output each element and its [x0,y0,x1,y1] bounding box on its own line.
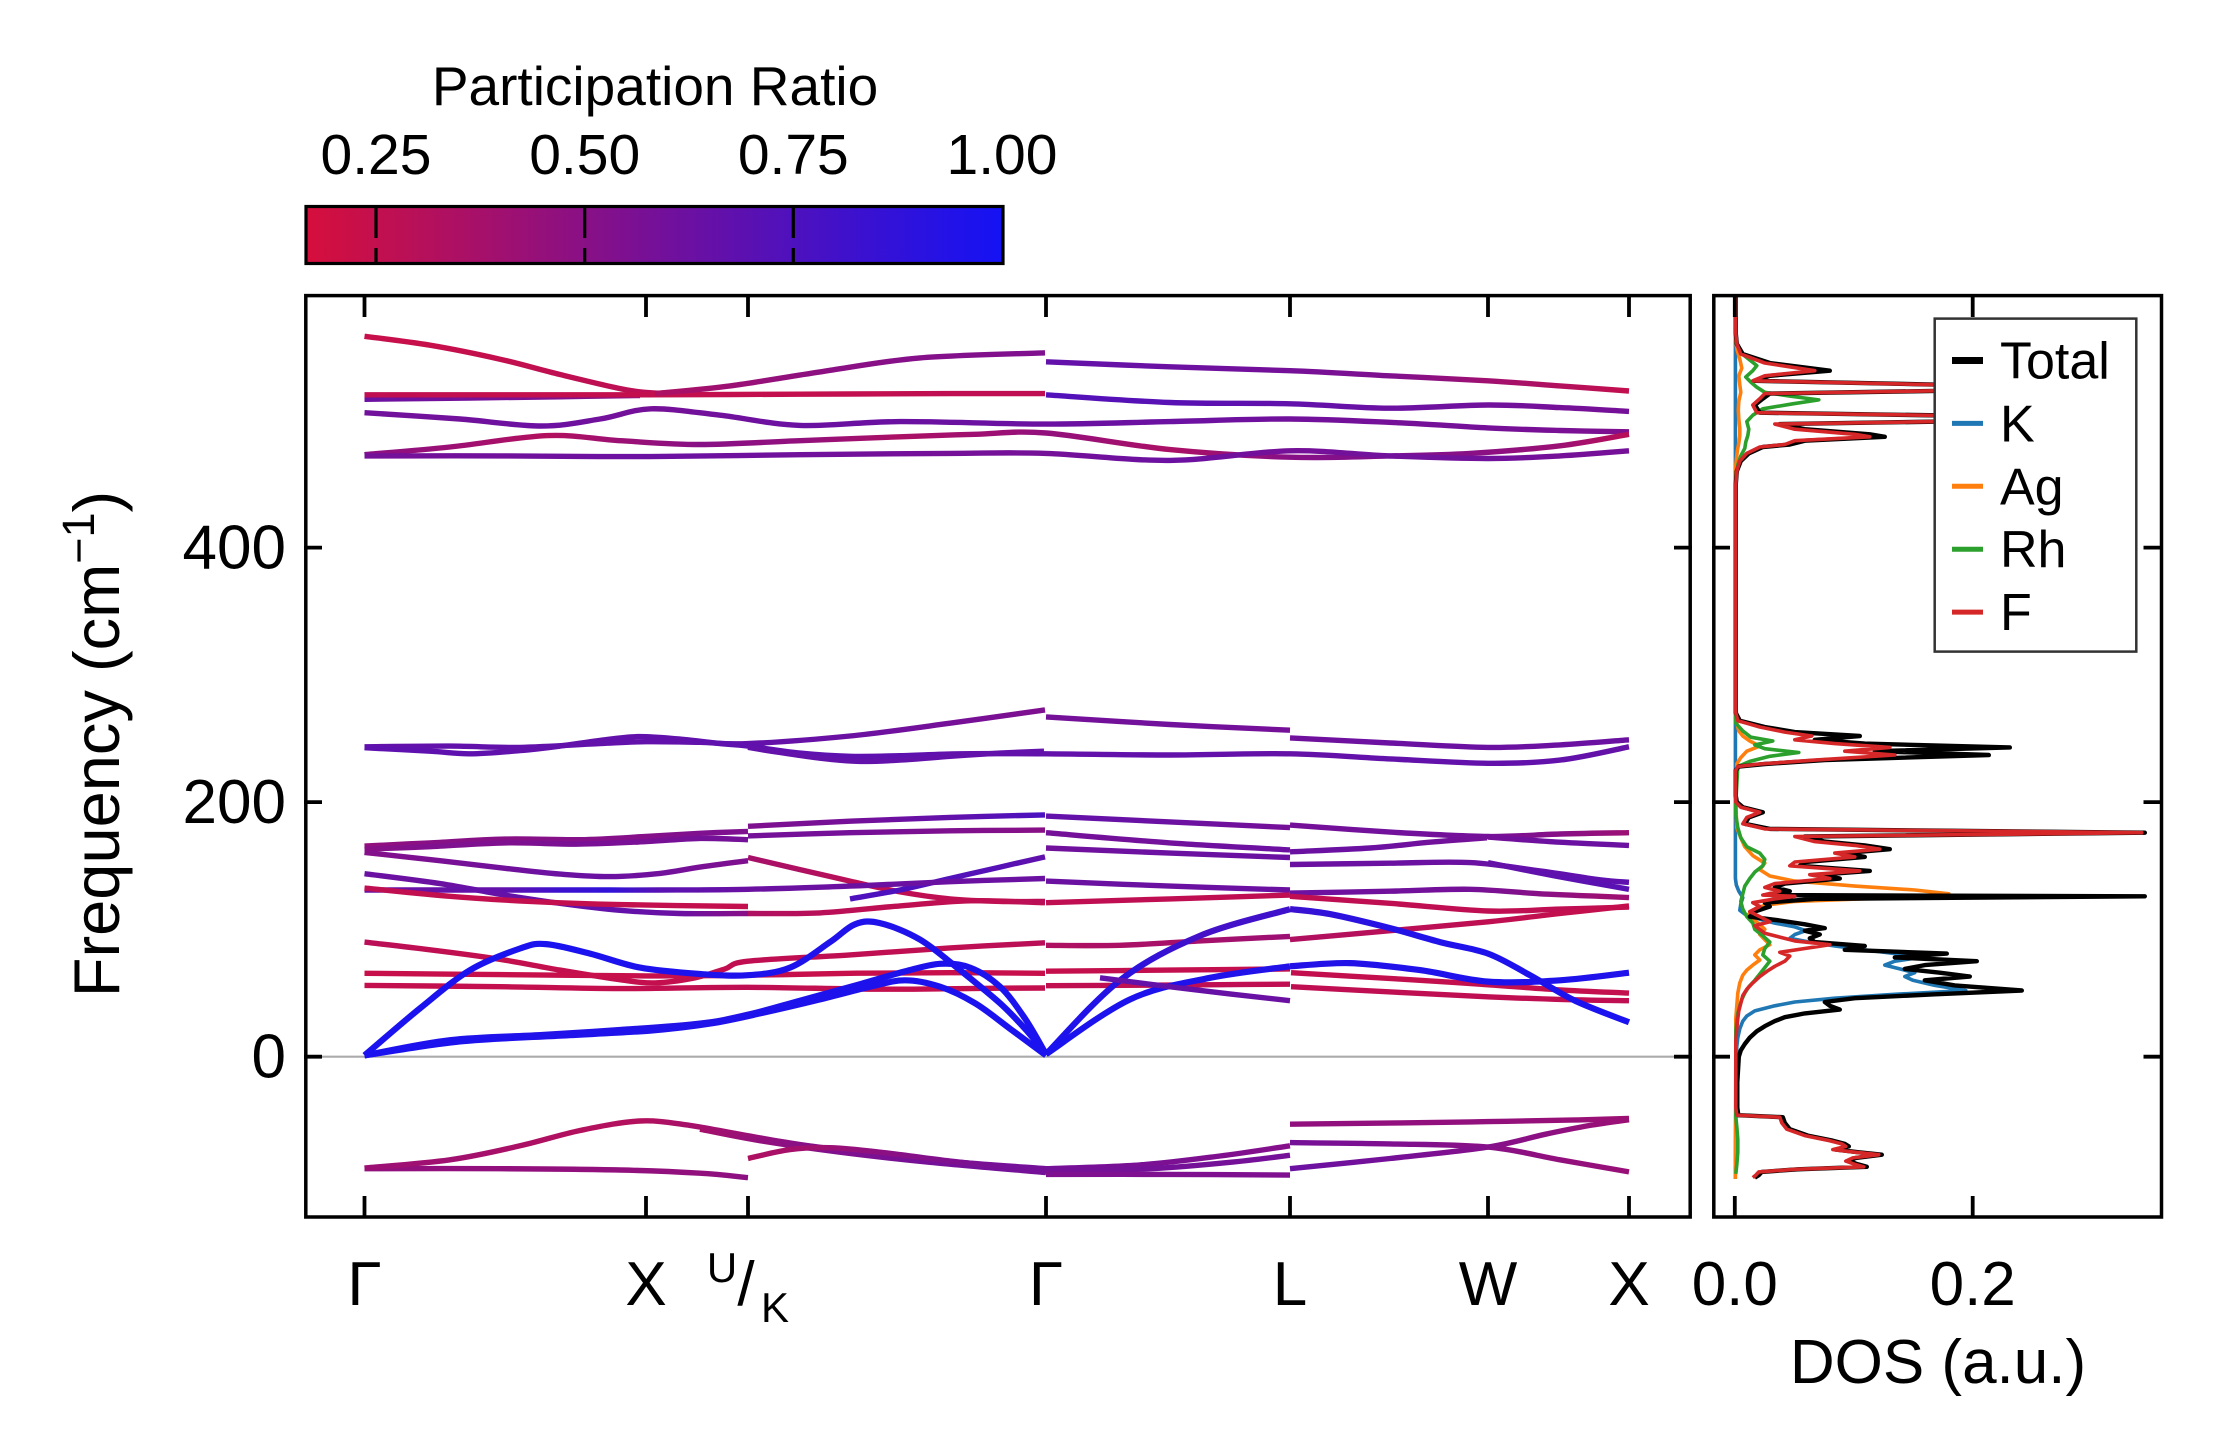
svg-text:Γ: Γ [347,1250,381,1319]
svg-text:0.25: 0.25 [321,123,432,187]
svg-text:X: X [625,1250,666,1319]
svg-text:Ag: Ag [2000,458,2064,516]
svg-text:F: F [2000,584,2032,642]
svg-text:200: 200 [183,768,286,837]
svg-text:400: 400 [183,514,286,583]
svg-text:0.50: 0.50 [529,123,640,187]
svg-text:0: 0 [252,1023,286,1092]
svg-text:Total: Total [2000,333,2110,391]
svg-text:DOS (a.u.): DOS (a.u.) [1790,1328,2086,1397]
svg-text:0.0: 0.0 [1692,1250,1778,1319]
svg-text:Frequency (cm−1): Frequency (cm−1) [53,491,134,997]
svg-text:K: K [761,1284,789,1331]
svg-text:0.75: 0.75 [738,123,849,187]
svg-text:0.2: 0.2 [1930,1250,2016,1319]
svg-text:L: L [1273,1250,1307,1319]
svg-text:W: W [1459,1250,1518,1319]
svg-text:X: X [1608,1250,1649,1319]
svg-text:Rh: Rh [2000,521,2066,579]
svg-text:Participation Ratio: Participation Ratio [432,55,878,117]
svg-text:U: U [707,1244,737,1291]
svg-text:1.00: 1.00 [947,123,1058,187]
svg-text:K: K [2000,395,2035,453]
svg-text:/: / [737,1250,755,1319]
svg-text:Γ: Γ [1029,1250,1063,1319]
